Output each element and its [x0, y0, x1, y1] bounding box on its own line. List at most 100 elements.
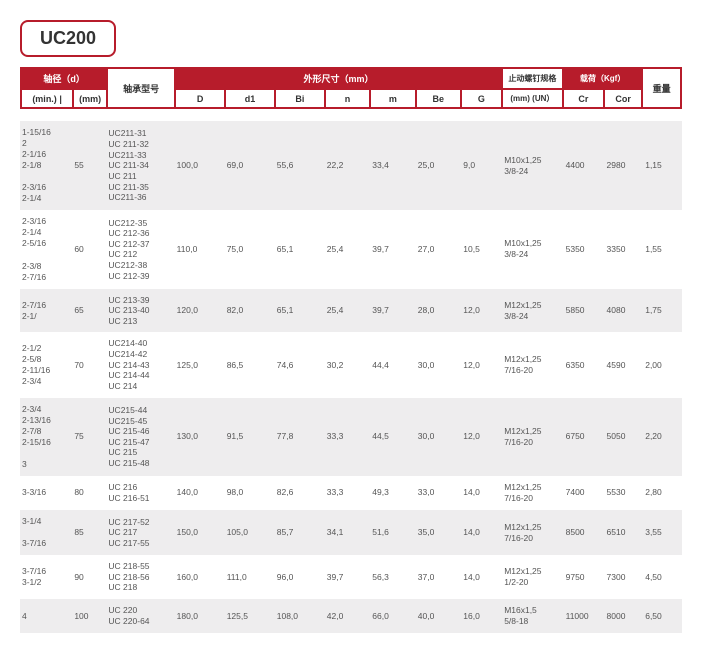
cell-G: 16,0	[461, 599, 502, 633]
header-screw: 止动螺钉规格	[502, 68, 563, 89]
cell-n: 39,7	[325, 555, 370, 599]
table-row: 2-3/42-13/162-7/82-15/16375UC215-44UC215…	[20, 398, 682, 476]
cell-Bi: 96,0	[275, 555, 325, 599]
cell-m: 39,7	[370, 210, 415, 288]
cell-mm: 90	[72, 555, 106, 599]
cell-wt: 4,50	[643, 555, 682, 599]
cell-Bi: 65,1	[275, 210, 325, 288]
cell-wt: 3,55	[643, 510, 682, 555]
cell-Be: 27,0	[416, 210, 461, 288]
cell-n: 25,4	[325, 210, 370, 288]
cell-min: 1-15/1622-1/162-1/82-3/162-1/4	[20, 121, 72, 210]
cell-mm: 55	[72, 121, 106, 210]
cell-min: 3-7/163-1/2	[20, 555, 72, 599]
table-row: 2-3/162-1/42-5/162-3/82-7/1660UC212-35UC…	[20, 210, 682, 288]
cell-G: 12,0	[461, 398, 502, 476]
header-m: m	[370, 89, 415, 108]
cell-Cor: 2980	[605, 121, 644, 210]
cell-D: 160,0	[175, 555, 225, 599]
cell-mm: 75	[72, 398, 106, 476]
header-mm: (mm)	[73, 89, 107, 108]
cell-Cor: 5050	[605, 398, 644, 476]
cell-G: 14,0	[461, 510, 502, 555]
cell-d1: 125,5	[225, 599, 275, 633]
cell-mm: 100	[72, 599, 106, 633]
cell-un: M12x1,257/16-20	[502, 332, 563, 397]
cell-Cor: 3350	[605, 210, 644, 288]
cell-n: 22,2	[325, 121, 370, 210]
header-be: Be	[416, 89, 461, 108]
cell-Be: 28,0	[416, 289, 461, 333]
cell-mm: 65	[72, 289, 106, 333]
cell-Cr: 7400	[564, 476, 605, 510]
cell-G: 10,5	[461, 210, 502, 288]
header-weight: 重量	[642, 68, 681, 108]
table-row: 3-1/43-7/1685UC 217-52UC 217UC 217-55150…	[20, 510, 682, 555]
cell-un: M16x1,55/8-18	[502, 599, 563, 633]
cell-Cr: 11000	[564, 599, 605, 633]
cell-models: UC212-35UC 212-36UC 212-37UC 212UC212-38…	[106, 210, 174, 288]
cell-mm: 80	[72, 476, 106, 510]
cell-models: UC 213-39UC 213-40UC 213	[106, 289, 174, 333]
cell-m: 44,4	[370, 332, 415, 397]
cell-d1: 91,5	[225, 398, 275, 476]
cell-Cr: 9750	[564, 555, 605, 599]
header-table: 轴径（d） 轴承型号 外形尺寸（mm） 止动螺钉规格 载荷（Kgf） 重量 (m…	[20, 67, 682, 109]
cell-mm: 70	[72, 332, 106, 397]
cell-Cr: 4400	[564, 121, 605, 210]
cell-un: M12x1,257/16-20	[502, 510, 563, 555]
cell-Cr: 6750	[564, 398, 605, 476]
data-table: 1-15/1622-1/162-1/82-3/162-1/455UC211-31…	[20, 121, 682, 633]
cell-G: 14,0	[461, 555, 502, 599]
table-row: 2-7/162-1/65UC 213-39UC 213-40UC 213120,…	[20, 289, 682, 333]
cell-min: 2-7/162-1/	[20, 289, 72, 333]
cell-m: 56,3	[370, 555, 415, 599]
cell-n: 33,3	[325, 398, 370, 476]
cell-Be: 35,0	[416, 510, 461, 555]
cell-G: 9,0	[461, 121, 502, 210]
cell-G: 14,0	[461, 476, 502, 510]
cell-Cr: 8500	[564, 510, 605, 555]
header-load: 载荷（Kgf）	[563, 68, 642, 89]
cell-n: 30,2	[325, 332, 370, 397]
table-row: 1-15/1622-1/162-1/82-3/162-1/455UC211-31…	[20, 121, 682, 210]
cell-D: 110,0	[175, 210, 225, 288]
cell-d1: 111,0	[225, 555, 275, 599]
cell-Cor: 8000	[605, 599, 644, 633]
cell-G: 12,0	[461, 332, 502, 397]
cell-n: 34,1	[325, 510, 370, 555]
cell-min: 2-3/42-13/162-7/82-15/163	[20, 398, 72, 476]
cell-min: 4	[20, 599, 72, 633]
cell-un: M12x1,257/16-20	[502, 476, 563, 510]
cell-D: 120,0	[175, 289, 225, 333]
cell-d1: 75,0	[225, 210, 275, 288]
cell-Cor: 4080	[605, 289, 644, 333]
cell-models: UC211-31UC 211-32UC211-33UC 211-34UC 211…	[106, 121, 174, 210]
cell-Be: 30,0	[416, 332, 461, 397]
cell-wt: 1,55	[643, 210, 682, 288]
cell-Be: 33,0	[416, 476, 461, 510]
cell-un: M12x1,257/16-20	[502, 398, 563, 476]
cell-models: UC 217-52UC 217UC 217-55	[106, 510, 174, 555]
cell-n: 25,4	[325, 289, 370, 333]
cell-min: 3-1/43-7/16	[20, 510, 72, 555]
cell-un: M12x1,253/8-24	[502, 289, 563, 333]
table-row: 4100UC 220UC 220-64180,0125,5108,042,066…	[20, 599, 682, 633]
cell-models: UC 220UC 220-64	[106, 599, 174, 633]
header-shaft-dia: 轴径（d）	[21, 68, 107, 89]
cell-wt: 6,50	[643, 599, 682, 633]
cell-m: 51,6	[370, 510, 415, 555]
cell-min: 3-3/16	[20, 476, 72, 510]
cell-min: 2-3/162-1/42-5/162-3/82-7/16	[20, 210, 72, 288]
cell-Be: 37,0	[416, 555, 461, 599]
cell-Bi: 85,7	[275, 510, 325, 555]
header-bi: Bi	[275, 89, 325, 108]
cell-Cor: 7300	[605, 555, 644, 599]
header-outline: 外形尺寸（mm）	[175, 68, 502, 89]
table-row: 3-3/1680UC 216UC 216-51140,098,082,633,3…	[20, 476, 682, 510]
cell-min: 2-1/22-5/82-11/162-3/4	[20, 332, 72, 397]
cell-Bi: 74,6	[275, 332, 325, 397]
cell-wt: 2,80	[643, 476, 682, 510]
cell-Cr: 5350	[564, 210, 605, 288]
cell-m: 33,4	[370, 121, 415, 210]
